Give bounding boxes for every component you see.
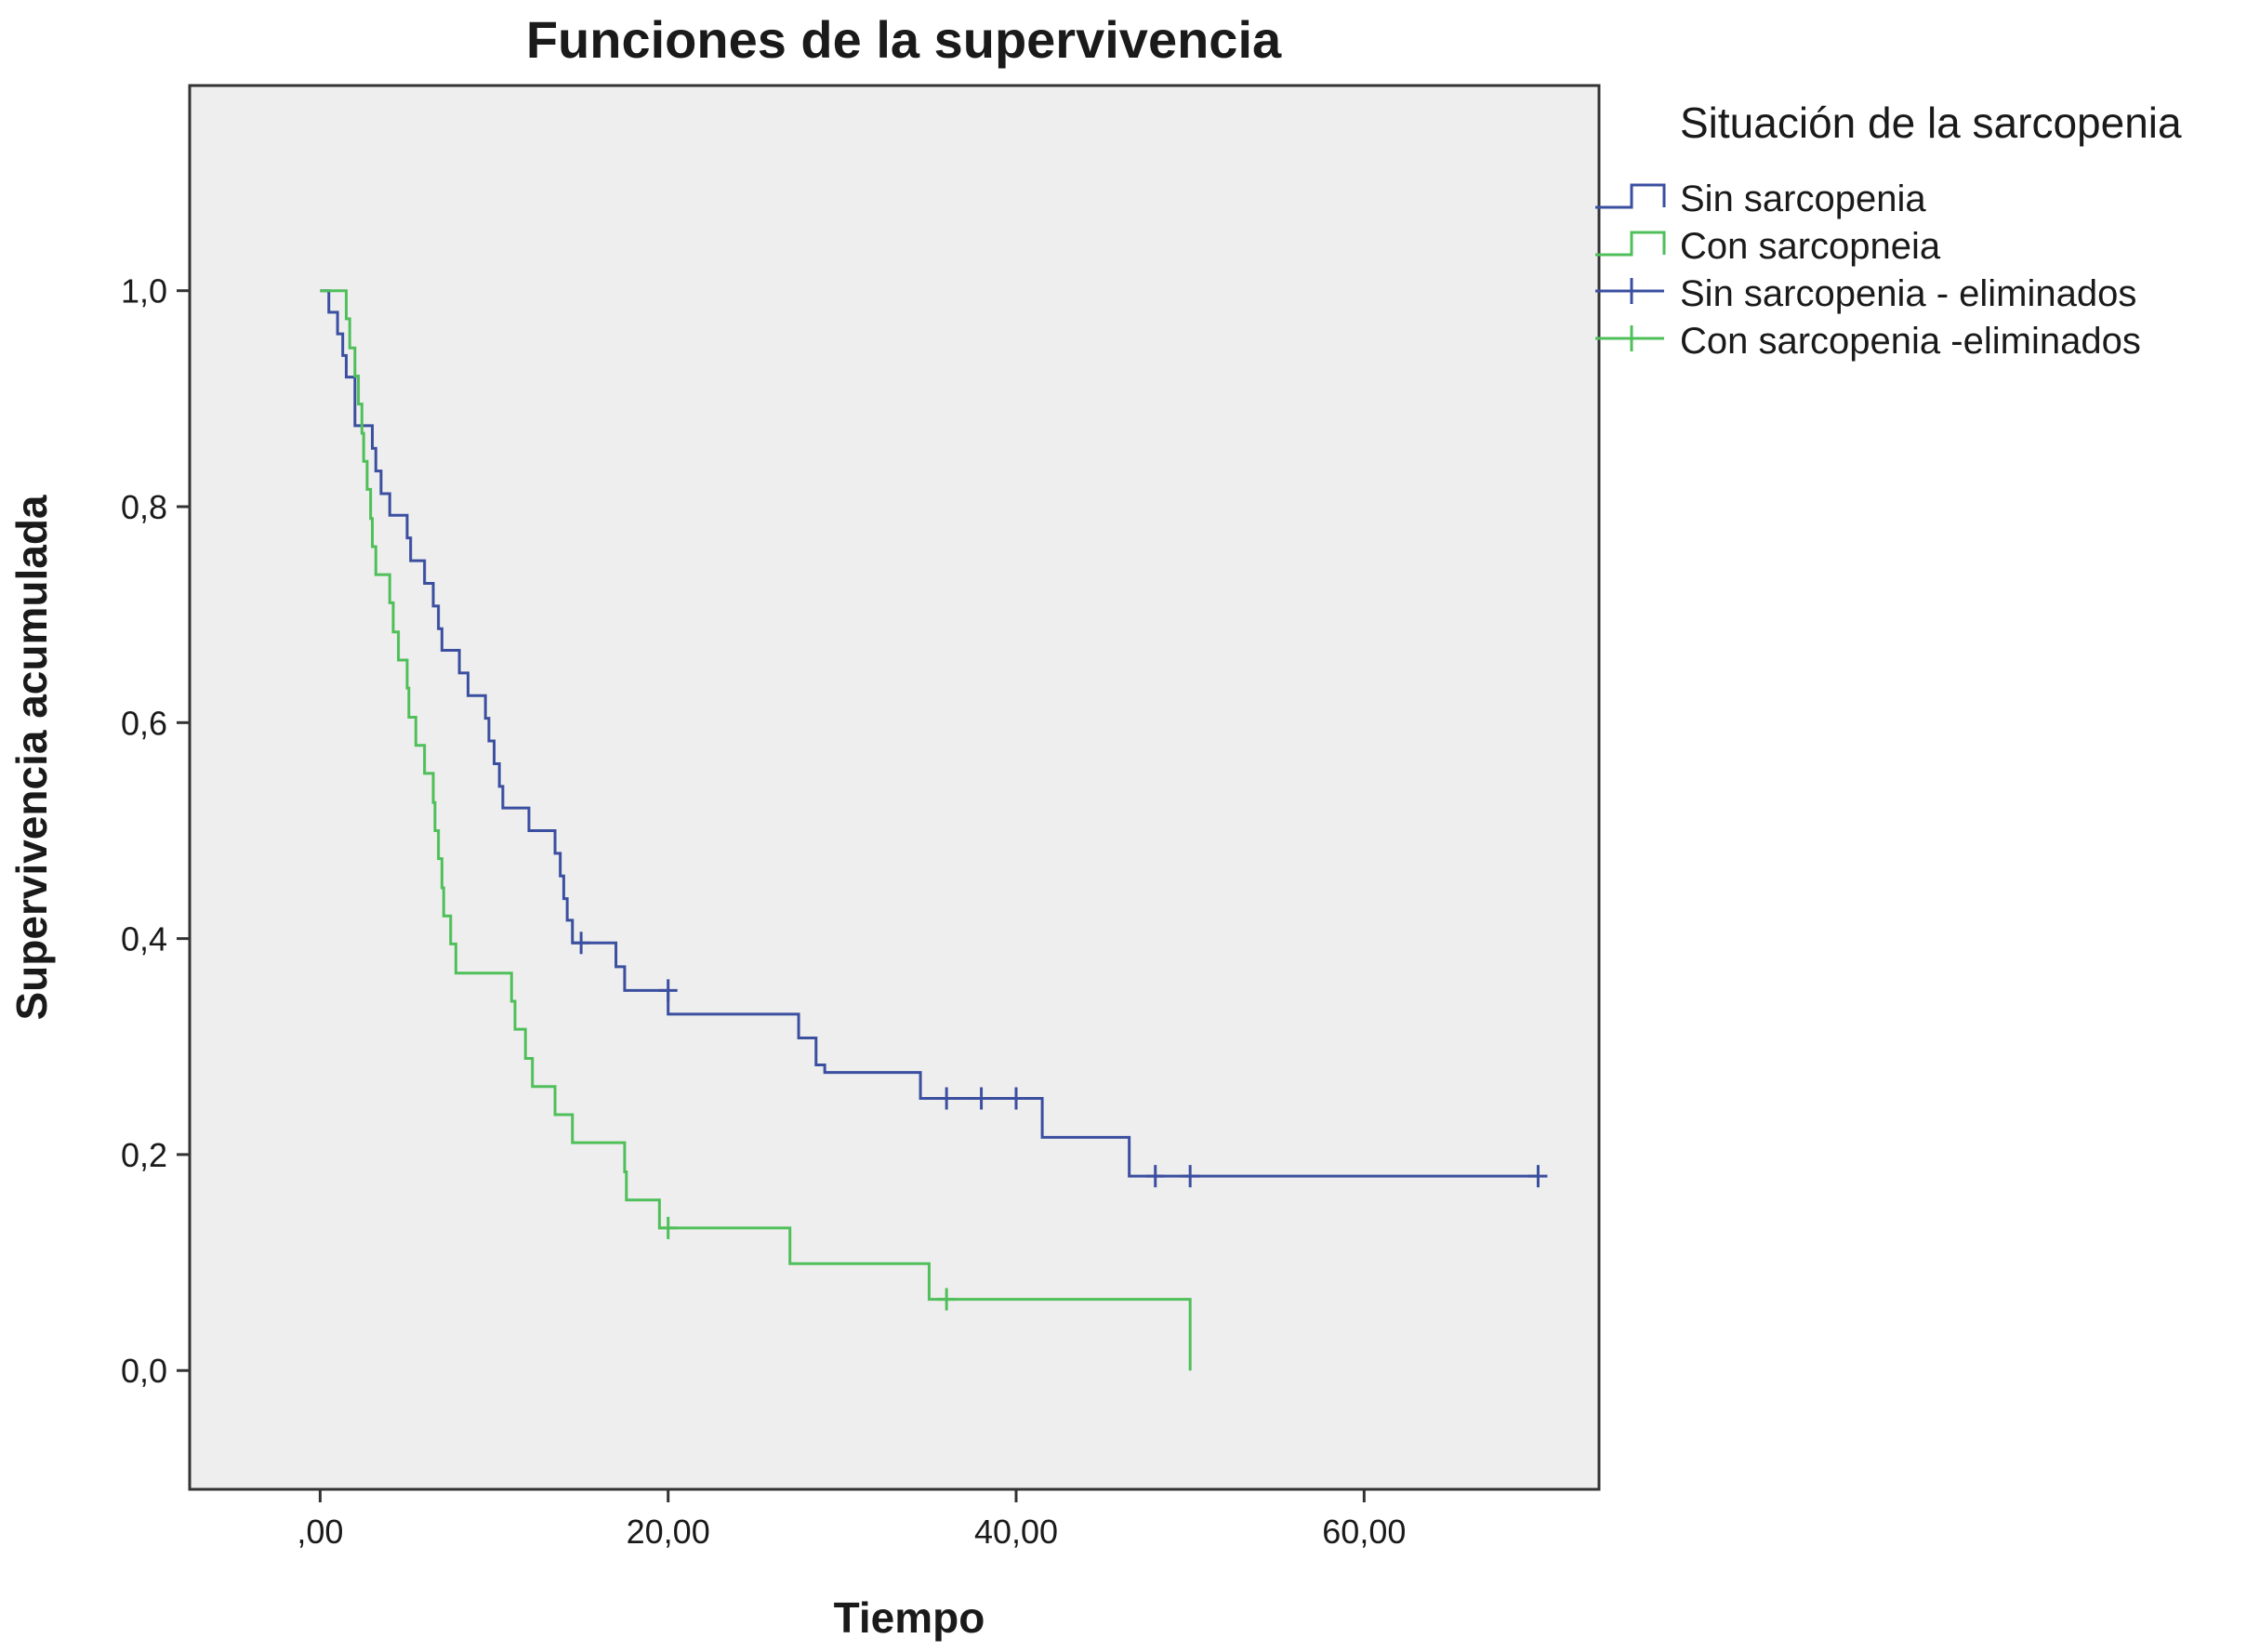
legend-swatch — [1595, 183, 1666, 209]
legend-label: Sin sarcopenia — [1680, 178, 1926, 219]
legend-title: Situación de la sarcopenia — [1680, 99, 2182, 147]
x-tick-label: 20,00 — [627, 1513, 710, 1551]
x-tick-label: ,00 — [297, 1513, 343, 1551]
legend-label: Sin sarcopenia - eliminados — [1680, 273, 2136, 314]
x-axis: ,00 20,00 40,00 60,00 — [297, 1489, 1406, 1551]
y-tick-label: 0,2 — [121, 1136, 167, 1174]
legend-item: Sin sarcopenia - eliminados — [1595, 273, 2136, 314]
legend: Situación de la sarcopenia Sin sarcopeni… — [1595, 99, 2182, 362]
x-tick-label: 60,00 — [1322, 1513, 1406, 1551]
legend-label: Con sarcopenia -eliminados — [1680, 321, 2141, 362]
x-tick-label: 40,00 — [974, 1513, 1058, 1551]
legend-item: Sin sarcopenia — [1595, 178, 1926, 219]
legend-swatch — [1595, 231, 1666, 257]
y-tick-label: 0,4 — [121, 920, 167, 958]
chart-title: Funciones de la supervivencia — [526, 10, 1282, 69]
y-tick-label: 1,0 — [121, 272, 167, 311]
x-axis-title: Tiempo — [834, 1593, 985, 1642]
y-tick-label: 0,6 — [121, 704, 167, 742]
legend-item: Con sarcopneia — [1595, 226, 1941, 267]
legend-item: Con sarcopenia -eliminados — [1595, 321, 2141, 362]
y-tick-label: 0,8 — [121, 488, 167, 526]
series-line-con-sarcopenia — [320, 289, 1192, 1371]
y-axis: 0,0 0,2 0,4 0,6 0,8 1,0 — [121, 272, 190, 1390]
series-layer — [320, 289, 1548, 1371]
legend-label: Con sarcopneia — [1680, 226, 1941, 267]
series-line-sin-sarcopenia — [320, 289, 1539, 1178]
y-tick-label: 0,0 — [121, 1352, 167, 1390]
plot-area — [188, 84, 1601, 1491]
y-axis-title: Supervivencia acumulada — [7, 495, 56, 1020]
